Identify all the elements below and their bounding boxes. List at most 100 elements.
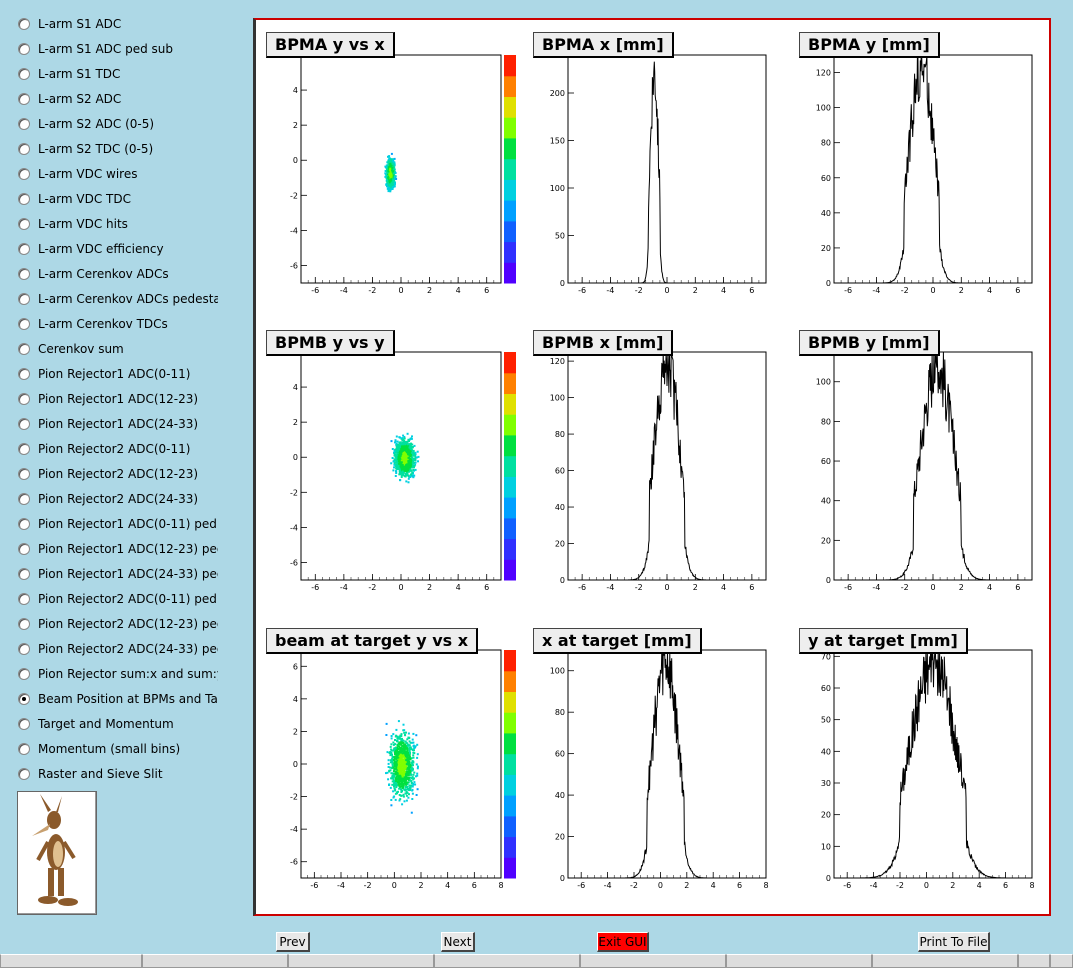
- heatmap-cell: [405, 474, 408, 477]
- heatmap-cell: [412, 778, 415, 781]
- radio-button[interactable]: [18, 168, 30, 180]
- histogram-option[interactable]: Cerenkov sum: [18, 338, 218, 360]
- histogram-option[interactable]: Pion Rejector2 ADC(12-23): [18, 463, 218, 485]
- heatmap-cell: [408, 764, 411, 767]
- x-tick-label: -4: [872, 583, 880, 592]
- option-label: Pion Rejector1 ADC(12-23) ped: [38, 542, 218, 556]
- radio-button[interactable]: [18, 618, 30, 630]
- heatmap-cell: [411, 471, 414, 474]
- x-tick-label: -2: [635, 286, 643, 295]
- histogram-option[interactable]: Pion Rejector sum:x and sum:y: [18, 663, 218, 685]
- radio-button[interactable]: [18, 768, 30, 780]
- heatmap-cell: [411, 798, 414, 800]
- heatmap-cell: [384, 172, 387, 175]
- option-label: Pion Rejector2 ADC(24-33) ped: [38, 642, 218, 656]
- heatmap-cell: [410, 757, 413, 760]
- heatmap-cell: [408, 457, 411, 460]
- y-tick-label: -4: [290, 226, 298, 235]
- histogram-option[interactable]: L-arm VDC TDC: [18, 188, 218, 210]
- radio-button[interactable]: [18, 43, 30, 55]
- histogram-option[interactable]: Raster and Sieve Slit: [18, 763, 218, 785]
- radio-button[interactable]: [18, 68, 30, 80]
- heatmap-cell: [407, 448, 409, 451]
- radio-button[interactable]: [18, 343, 30, 355]
- heatmap-cell: [391, 772, 394, 775]
- histogram-option[interactable]: Pion Rejector2 ADC(24-33) ped: [18, 638, 218, 660]
- radio-button[interactable]: [18, 368, 30, 380]
- histogram-option[interactable]: Pion Rejector1 ADC(24-33) ped: [18, 563, 218, 585]
- heatmap-cell: [396, 440, 399, 443]
- option-label: L-arm S1 ADC: [38, 17, 122, 31]
- heatmap-cell: [407, 470, 410, 473]
- heatmap-cell: [395, 457, 398, 460]
- radio-button[interactable]: [18, 518, 30, 530]
- histogram-option[interactable]: Pion Rejector2 ADC(0-11) ped s: [18, 588, 218, 610]
- radio-button[interactable]: [18, 593, 30, 605]
- histogram-option[interactable]: Pion Rejector1 ADC(0-11) ped s: [18, 513, 218, 535]
- heatmap-cell: [386, 168, 389, 170]
- histogram-option[interactable]: Momentum (small bins): [18, 738, 218, 760]
- heatmap-cell: [406, 749, 409, 752]
- radio-button[interactable]: [18, 293, 30, 305]
- histogram-option[interactable]: L-arm S2 ADC (0-5): [18, 113, 218, 135]
- x-tick-label: 4: [721, 583, 726, 592]
- histogram-option[interactable]: Pion Rejector2 ADC(0-11): [18, 438, 218, 460]
- radio-button[interactable]: [18, 18, 30, 30]
- radio-button[interactable]: [18, 118, 30, 130]
- y-tick-label: 120: [550, 357, 565, 366]
- radio-button[interactable]: [18, 393, 30, 405]
- histogram-option[interactable]: Pion Rejector2 ADC(24-33): [18, 488, 218, 510]
- radio-button[interactable]: [18, 93, 30, 105]
- histogram-option[interactable]: L-arm VDC wires: [18, 163, 218, 185]
- histogram-option[interactable]: Pion Rejector1 ADC(12-23): [18, 388, 218, 410]
- histogram-option[interactable]: Pion Rejector1 ADC(12-23) ped: [18, 538, 218, 560]
- heatmap-cell: [387, 766, 390, 768]
- histogram-option[interactable]: L-arm S1 TDC: [18, 63, 218, 85]
- radio-button[interactable]: [18, 318, 30, 330]
- radio-button[interactable]: [18, 268, 30, 280]
- next-button[interactable]: Next: [441, 932, 475, 952]
- radio-button[interactable]: [18, 743, 30, 755]
- x-tick-label: -6: [844, 286, 852, 295]
- radio-button[interactable]: [18, 243, 30, 255]
- radio-button[interactable]: [18, 193, 30, 205]
- radio-button[interactable]: [18, 668, 30, 680]
- radio-button[interactable]: [18, 143, 30, 155]
- radio-button[interactable]: [18, 493, 30, 505]
- histogram-option[interactable]: Pion Rejector1 ADC(24-33): [18, 413, 218, 435]
- radio-button[interactable]: [18, 218, 30, 230]
- radio-button-checked[interactable]: [18, 693, 30, 705]
- y-tick-label: 80: [821, 139, 831, 148]
- histogram-option[interactable]: L-arm S2 ADC: [18, 88, 218, 110]
- radio-button[interactable]: [18, 568, 30, 580]
- histogram-option[interactable]: L-arm Cerenkov ADCs: [18, 263, 218, 285]
- heatmap-cell: [413, 461, 416, 464]
- color-scale-segment: [504, 210, 516, 222]
- x-tick-label: 4: [987, 286, 992, 295]
- x-tick-label: -6: [311, 286, 319, 295]
- histogram-option[interactable]: L-arm S1 ADC ped sub: [18, 38, 218, 60]
- histogram-option[interactable]: Target and Momentum: [18, 713, 218, 735]
- histogram-option[interactable]: L-arm VDC hits: [18, 213, 218, 235]
- chart-title: BPMB y [mm]: [799, 330, 940, 356]
- heatmap-cell: [398, 778, 400, 781]
- histogram-option[interactable]: Pion Rejector2 ADC(12-23) ped: [18, 613, 218, 635]
- radio-button[interactable]: [18, 543, 30, 555]
- histogram-option[interactable]: Pion Rejector1 ADC(0-11): [18, 363, 218, 385]
- histogram-option[interactable]: L-arm VDC efficiency: [18, 238, 218, 260]
- prev-button[interactable]: Prev: [276, 932, 310, 952]
- print-to-file-button[interactable]: Print To File: [918, 932, 990, 952]
- histogram-option[interactable]: L-arm Cerenkov ADCs pedestal: [18, 288, 218, 310]
- histogram-option[interactable]: L-arm S1 ADC: [18, 13, 218, 35]
- radio-button[interactable]: [18, 643, 30, 655]
- heatmap-cell: [396, 446, 399, 449]
- radio-button[interactable]: [18, 468, 30, 480]
- radio-button[interactable]: [18, 443, 30, 455]
- radio-button[interactable]: [18, 718, 30, 730]
- histogram-option[interactable]: L-arm S2 TDC (0-5): [18, 138, 218, 160]
- histogram-option[interactable]: L-arm Cerenkov TDCs: [18, 313, 218, 335]
- x-tick-label: 0: [398, 286, 403, 295]
- exit-gui-button[interactable]: Exit GUI: [597, 932, 649, 952]
- histogram-option[interactable]: Beam Position at BPMs and Targ: [18, 688, 218, 710]
- radio-button[interactable]: [18, 418, 30, 430]
